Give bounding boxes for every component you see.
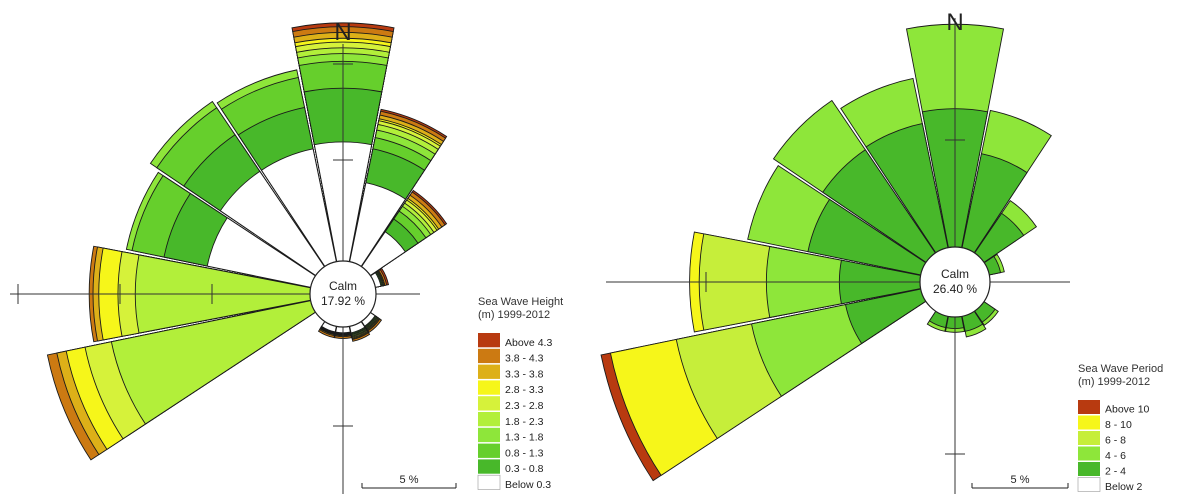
legend-title-line-0: Sea Wave Height <box>478 296 563 308</box>
legend-swatch-2 <box>478 364 500 379</box>
legend-label-5: Below 2 <box>1105 481 1143 493</box>
legend-swatch-6 <box>478 427 500 443</box>
legend-swatch-5 <box>1077 477 1101 492</box>
legend-swatch-9 <box>477 474 501 490</box>
legend-swatch-1 <box>478 348 500 364</box>
legend-label-5: 1.8 - 2.3 <box>505 416 544 428</box>
wave-period-rose-panel: Calm 26.40 % N Sea Wave Period (m) 1999-2012… <box>600 0 1198 497</box>
legend-label-0: Above 10 <box>1105 404 1150 416</box>
legend-swatch-4 <box>1078 462 1100 476</box>
legend-swatch-8 <box>478 459 500 474</box>
legend-swatch-7 <box>478 443 500 458</box>
calm-circle <box>919 246 991 318</box>
calm-value: 17.92 % <box>321 294 365 308</box>
legend-label-1: 3.8 - 4.3 <box>505 353 544 365</box>
legend-label-2: 3.3 - 3.8 <box>505 368 544 380</box>
legend-swatch-4 <box>478 396 500 411</box>
legend-swatch-1 <box>1078 415 1100 430</box>
north-label: N <box>946 9 963 36</box>
legend-label-4: 2.3 - 2.8 <box>505 400 544 412</box>
legend-label-9: Below 0.3 <box>505 479 551 491</box>
north-label: N <box>334 19 351 46</box>
legend-label-4: 2 - 4 <box>1105 466 1126 478</box>
legend-title-line-0: Sea Wave Period <box>1078 363 1163 375</box>
legend-label-2: 6 - 8 <box>1105 435 1126 447</box>
calm-label: Calm <box>941 267 969 281</box>
legend-title-line-1: (m) 1999-2012 <box>478 309 550 321</box>
legend-swatch-3 <box>478 380 500 395</box>
legend-label-0: Above 4.3 <box>505 337 552 349</box>
legend-label-3: 2.8 - 3.3 <box>505 384 544 396</box>
legend-swatch-0 <box>478 333 500 348</box>
legend-swatch-0 <box>1078 400 1100 414</box>
legend-label-6: 1.3 - 1.8 <box>505 432 544 444</box>
legend-swatch-3 <box>1078 446 1100 461</box>
calm-circle <box>309 260 377 328</box>
wave-height-rose-panel: Calm 17.92 % N Sea Wave Height (m) 1999-2012… <box>10 19 563 494</box>
rose-bars <box>600 23 1052 482</box>
legend-label-1: 8 - 10 <box>1105 419 1132 431</box>
scale-bar-label: 5 % <box>400 474 419 486</box>
legend-swatch-5 <box>478 412 500 427</box>
legend-title-line-1: (m) 1999-2012 <box>1078 376 1150 388</box>
legend-label-8: 0.3 - 0.8 <box>505 463 544 475</box>
calm-value: 26.40 % <box>933 282 977 296</box>
rose-bars <box>46 22 448 461</box>
legend-label-7: 0.8 - 1.3 <box>505 447 544 459</box>
legend-swatch-2 <box>1078 431 1100 445</box>
scale-bar-label: 5 % <box>1011 474 1030 486</box>
calm-label: Calm <box>329 279 357 293</box>
legend-label-3: 4 - 6 <box>1105 450 1126 462</box>
